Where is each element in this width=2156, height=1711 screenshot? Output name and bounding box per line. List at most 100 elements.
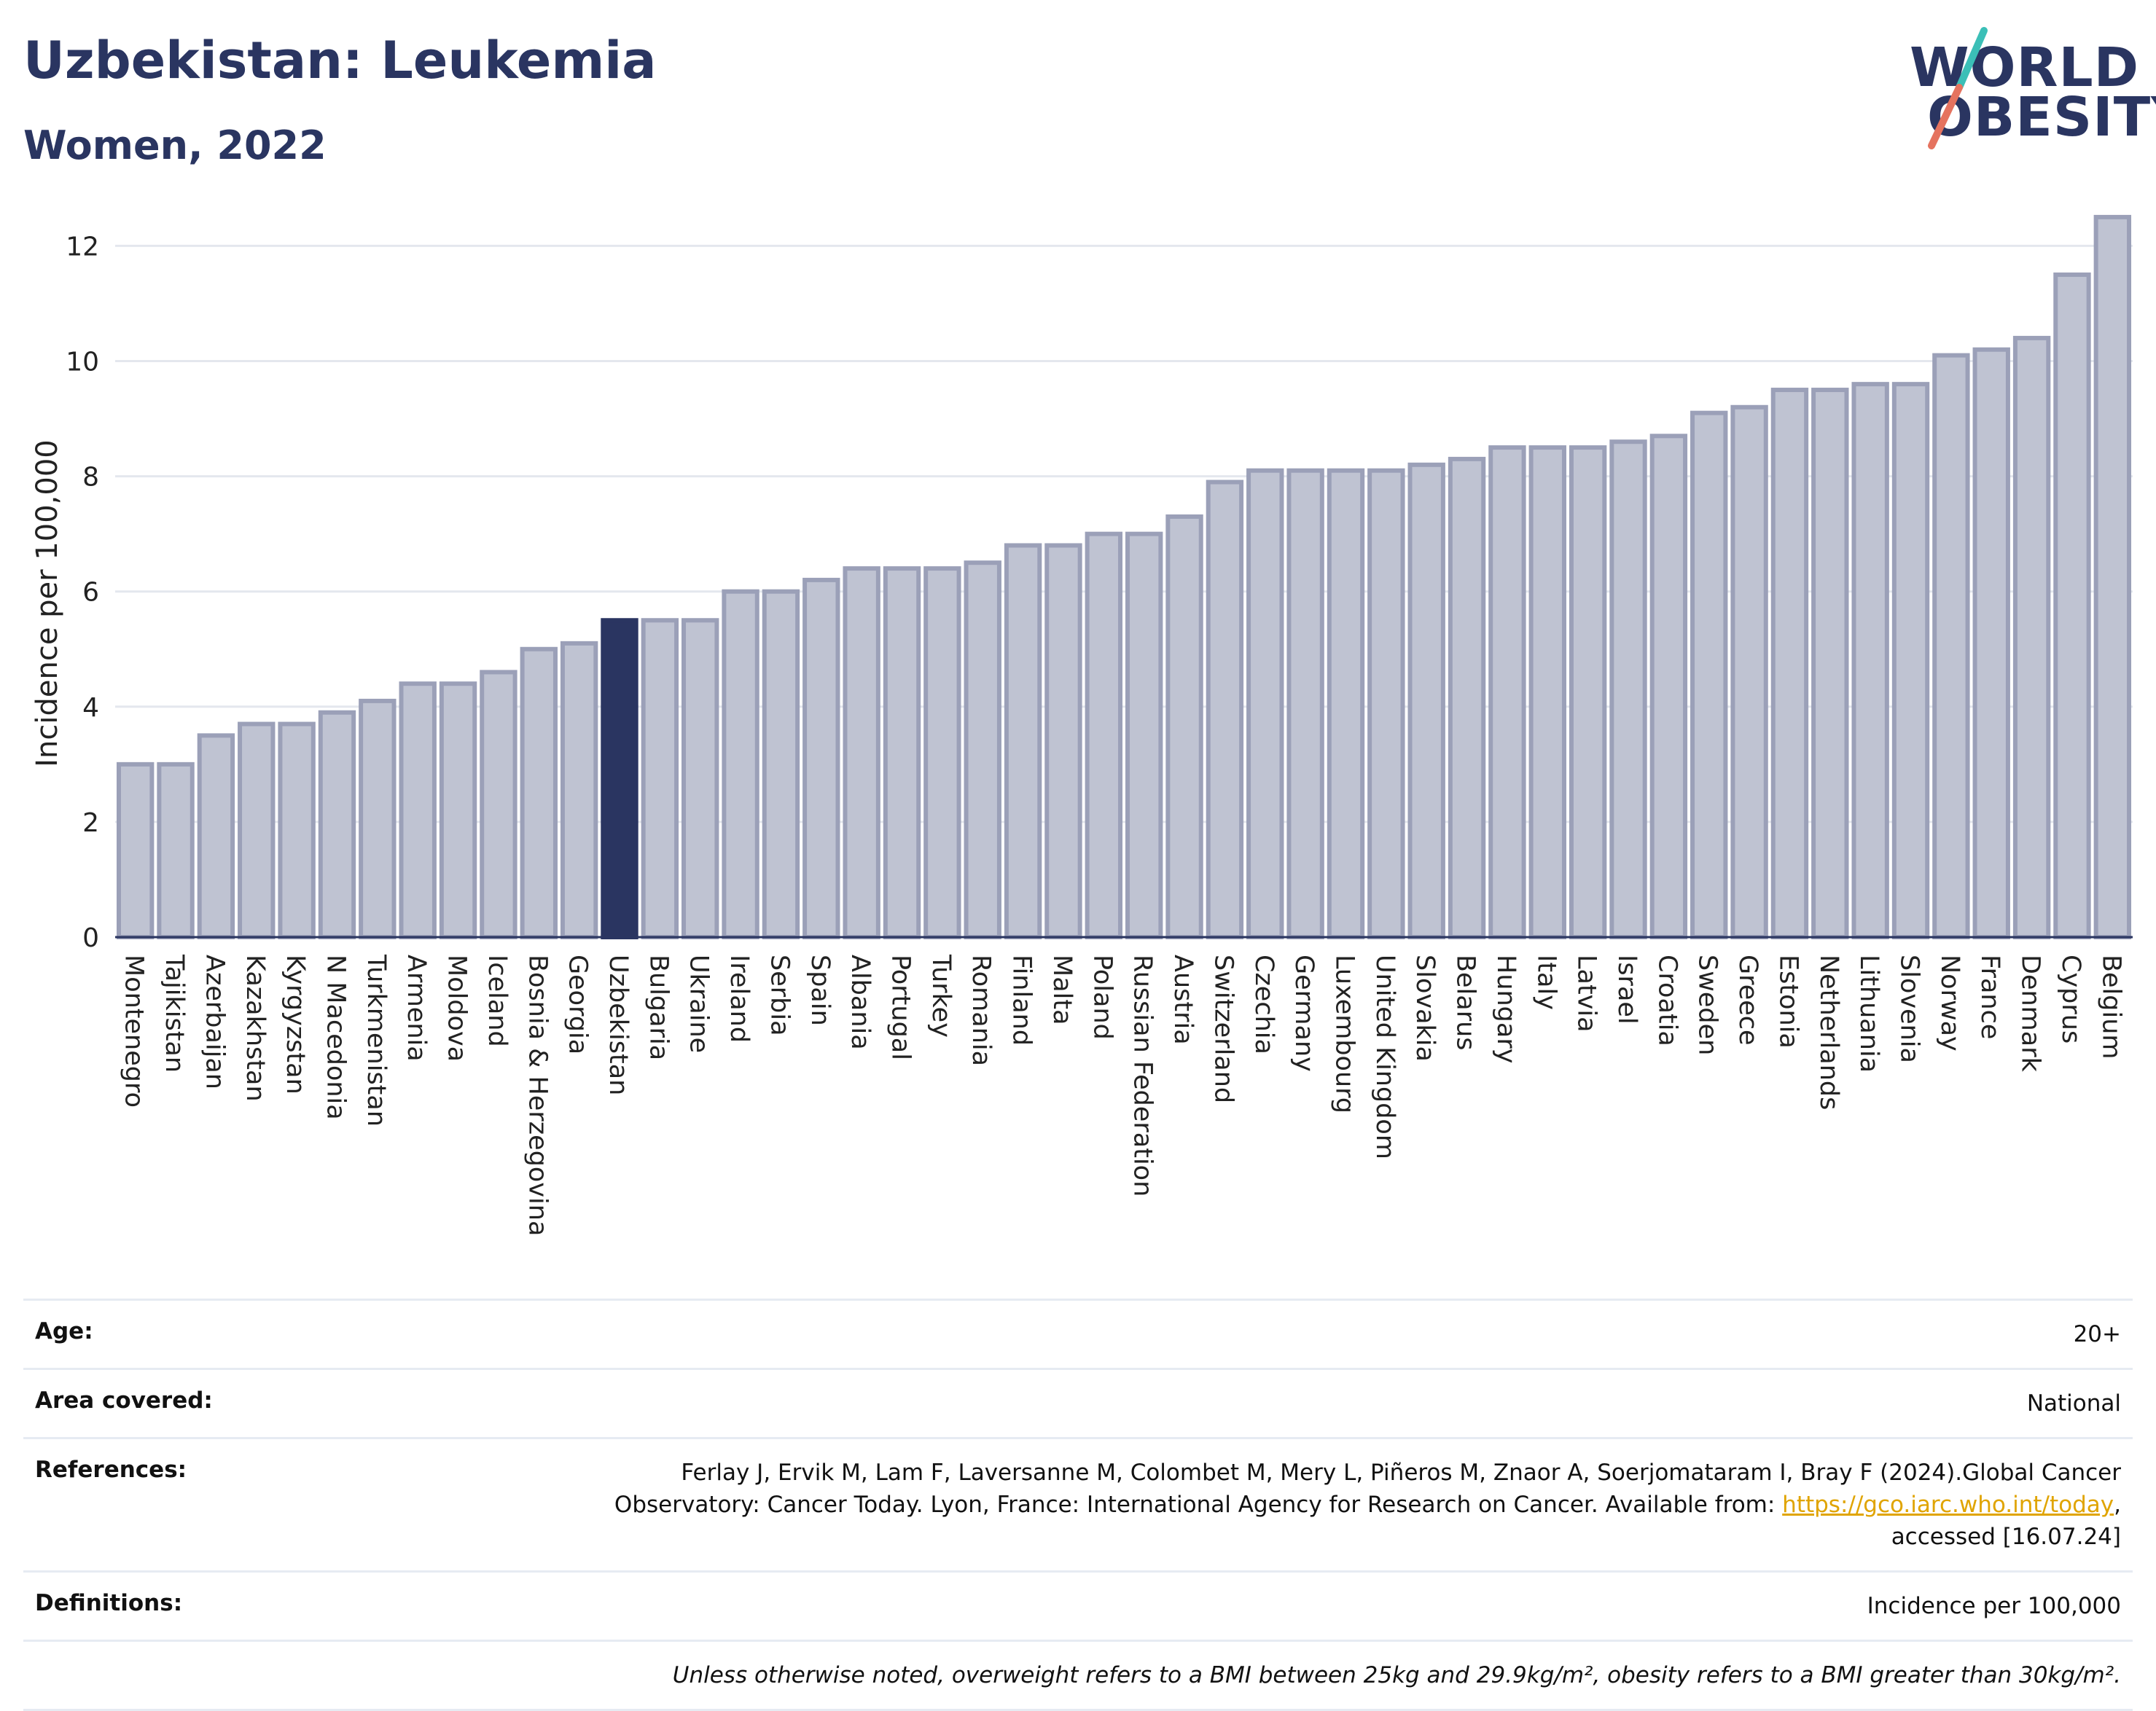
- bar-denmark: [2012, 335, 2051, 939]
- x-tick-label: Malta: [1047, 955, 1077, 1025]
- y-tick-label: 10: [66, 348, 99, 377]
- references-label: References:: [35, 1457, 187, 1483]
- x-tick-label: Ireland: [724, 955, 754, 1043]
- x-tick-label: Uzbekistan: [604, 955, 633, 1095]
- x-tick-label: Norway: [1935, 955, 1964, 1052]
- bar-kyrgyzstan: [278, 721, 316, 939]
- x-tick-label: Bosnia & Herzegovina: [523, 955, 552, 1236]
- logo-word-world: WORLD: [1910, 36, 2140, 99]
- x-tick-label: Denmark: [2016, 955, 2045, 1073]
- x-tick-label: Tajikistan: [160, 954, 189, 1073]
- x-tick-label: Italy: [1531, 955, 1561, 1010]
- bar-bosnia-herzegovina: [520, 646, 558, 939]
- x-tick-label: Israel: [1612, 955, 1641, 1025]
- x-tick-label: Austria: [1168, 955, 1198, 1045]
- bar-netherlands: [1811, 388, 1849, 939]
- logo-slash-icon: [1928, 27, 1988, 149]
- x-tick-label: Poland: [1087, 955, 1117, 1040]
- x-tick-label: Ukraine: [684, 955, 714, 1053]
- x-tick-label: Hungary: [1491, 955, 1520, 1063]
- bar-poland: [1085, 531, 1123, 939]
- definitions-label: Definitions:: [35, 1590, 183, 1616]
- y-tick-label: 0: [82, 923, 99, 953]
- bar-switzerland: [1206, 479, 1244, 939]
- x-tick-label: Netherlands: [1814, 955, 1843, 1110]
- bar-belgium: [2093, 214, 2132, 939]
- x-tick-label: Germany: [1289, 955, 1319, 1072]
- definitions-value: Incidence per 100,000: [1867, 1593, 2121, 1619]
- bar-belarus: [1448, 456, 1486, 939]
- bar-moldova: [439, 681, 477, 939]
- x-tick-label: Albania: [845, 955, 875, 1050]
- x-tick-label: Romania: [966, 955, 996, 1066]
- world-obesity-logo: WORLD OBESITY: [1902, 20, 2156, 159]
- x-tick-label: Luxembourg: [1329, 955, 1359, 1113]
- bar-cyprus: [2053, 272, 2091, 939]
- x-tick-label: Turkmenistan: [362, 954, 391, 1127]
- bar-slovakia: [1407, 462, 1445, 939]
- x-tick-label: Slovakia: [1410, 955, 1440, 1062]
- y-axis-label: Incidence per 100,000: [31, 439, 64, 767]
- x-tick-label: Croatia: [1652, 955, 1682, 1046]
- x-tick-label: France: [1975, 955, 2004, 1039]
- x-tick-label: Moldova: [442, 955, 472, 1062]
- bar-armenia: [399, 681, 437, 939]
- bar-germany: [1286, 468, 1324, 939]
- bar-malta: [1044, 543, 1082, 939]
- references-line1: Ferlay J, Ervik M, Lam F, Laversanne M, …: [681, 1460, 2121, 1486]
- x-axis-ticks: Montenegro Tajikistan Azerbaijan Kazakhstan…: [120, 954, 2126, 1236]
- info-row-note: Unless otherwise noted, overweight refer…: [23, 1640, 2133, 1711]
- bar-italy: [1528, 445, 1566, 940]
- age-value: 20+: [2073, 1321, 2121, 1347]
- x-tick-label: Slovenia: [1895, 955, 1924, 1063]
- x-tick-label: Kyrgyzstan: [281, 955, 310, 1095]
- x-tick-label: Greece: [1733, 955, 1762, 1046]
- logo-word-obesity: OBESITY: [1927, 86, 2156, 149]
- bar-greece: [1730, 404, 1768, 939]
- bar-albania: [843, 566, 880, 939]
- bar-portugal: [883, 566, 921, 939]
- y-tick-label: 8: [82, 463, 99, 493]
- x-tick-label: Belgium: [2096, 955, 2125, 1060]
- bar-montenegro: [116, 761, 155, 939]
- bar-latvia: [1569, 445, 1607, 940]
- x-tick-label: Estonia: [1773, 955, 1802, 1049]
- references-line3: accessed [16.07.24]: [1891, 1524, 2121, 1550]
- page-subtitle: Women, 2022: [23, 122, 327, 168]
- area-value: National: [2026, 1390, 2121, 1417]
- bar-tajikistan: [157, 761, 195, 939]
- references-link[interactable]: https://gco.iarc.who.int/today: [1782, 1492, 2114, 1518]
- bar-estonia: [1770, 388, 1809, 939]
- x-tick-label: Czechia: [1249, 955, 1278, 1054]
- page-title: Uzbekistan: Leukemia: [23, 31, 657, 90]
- x-tick-label: Azerbaijan: [200, 955, 229, 1089]
- bar-georgia: [560, 641, 598, 939]
- bar-finland: [1004, 543, 1042, 939]
- y-axis-ticks: 0 2 4 6 8 10 12: [66, 232, 99, 953]
- x-tick-label: Armenia: [402, 955, 431, 1062]
- x-tick-label: Lithuania: [1854, 955, 1883, 1073]
- bar-uzbekistan: [601, 618, 638, 939]
- y-tick-label: 2: [82, 808, 99, 838]
- bar-slovenia: [1891, 382, 1930, 939]
- x-tick-label: Bulgaria: [644, 955, 673, 1060]
- bar-iceland: [480, 670, 517, 940]
- x-tick-label: N Macedonia: [321, 955, 350, 1120]
- x-tick-label: Latvia: [1572, 955, 1601, 1033]
- bar-sweden: [1690, 410, 1728, 939]
- bar-ukraine: [681, 618, 719, 939]
- bar-luxembourg: [1327, 468, 1365, 939]
- bar-chart: 0 2 4 6 8 10 12 Montenegro Tajikistan Azerbaijan…: [31, 214, 2133, 1236]
- bar-israel: [1609, 439, 1647, 939]
- info-row-definitions: Definitions: Incidence per 100,000: [23, 1570, 2133, 1640]
- x-tick-label: United Kingdom: [1370, 955, 1399, 1159]
- bar-n-macedonia: [318, 710, 356, 939]
- bar-spain: [802, 577, 840, 940]
- info-table: Age: 20+ Area covered: National Referenc…: [23, 1299, 2133, 1711]
- bar-turkmenistan: [359, 698, 397, 940]
- y-tick-label: 4: [82, 693, 99, 723]
- bar-russian-federation: [1125, 531, 1163, 939]
- bar-turkey: [923, 566, 961, 939]
- bar-bulgaria: [641, 618, 679, 939]
- bar-romania: [964, 560, 1001, 939]
